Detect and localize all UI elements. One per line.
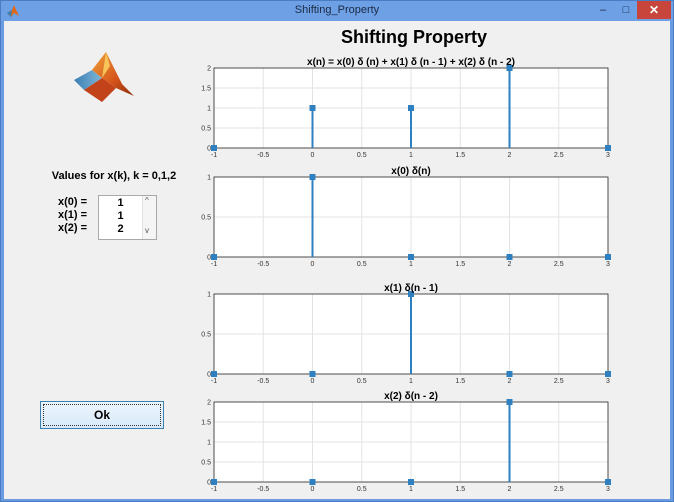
x1-value[interactable]: 1 <box>117 210 124 222</box>
plot-1-stem-marker <box>605 145 611 151</box>
plot-1-y-tick-label: 2 <box>207 66 211 73</box>
window-title: Shifting_Property <box>294 4 380 16</box>
plot-1-y-tick-label: 1.5 <box>201 86 211 93</box>
plot-1-x-tick-label: 3 <box>606 152 610 159</box>
plot-3-x-tick-label: 0 <box>311 378 315 385</box>
plot-1-y-tick-label: 1 <box>207 106 211 113</box>
matlab-logo-icon <box>74 52 134 102</box>
title-bar[interactable]: Shifting_Property – □ ✕ <box>1 1 673 21</box>
plot-1-y-tick-label: 0 <box>207 146 211 153</box>
x0-value[interactable]: 1 <box>117 197 124 209</box>
plot-4-x-tick-label: -1 <box>211 486 217 493</box>
plot-2-y-tick-label: 0.5 <box>201 215 211 222</box>
page-title: Shifting Property <box>340 27 487 47</box>
plot-1-title: x(n) = x(0) δ (n) + x(1) δ (n - 1) + x(2… <box>307 57 515 68</box>
x2-value[interactable]: 2 <box>117 223 124 235</box>
values-listbox[interactable]: 1 1 2 ^ v <box>98 195 157 240</box>
plot-3-x-tick-label: 1.5 <box>455 378 465 385</box>
plot-1-stem-marker <box>309 105 316 111</box>
plot-3-stem-marker <box>408 291 414 297</box>
plot-3-stem-marker <box>506 371 513 377</box>
plot-3-stem-marker <box>309 371 316 377</box>
plot-1-stem-marker <box>408 105 414 111</box>
minimize-button[interactable]: – <box>599 4 607 16</box>
figure-client-area: Values for x(k), k = 0,1,2 x(0) = x(1) =… <box>4 21 670 499</box>
plot-1-x-tick-label: 2.5 <box>554 152 564 159</box>
plot-1-y-tick-label: 0.5 <box>201 126 211 133</box>
plot-1-x-tick-label: 1 <box>409 152 413 159</box>
ok-button[interactable]: Ok <box>40 401 164 429</box>
plot-2-stem-marker <box>408 254 414 260</box>
maximize-button[interactable]: □ <box>622 4 630 16</box>
plot-4-y-tick-label: 0.5 <box>201 460 211 467</box>
plot-4-x-tick-label: 2 <box>508 486 512 493</box>
plot-4-y-tick-label: 1.5 <box>201 420 211 427</box>
x2-label: x(2) = <box>58 222 88 234</box>
plot-2-stem-marker <box>605 254 611 260</box>
plot-1-x-tick-label: 0.5 <box>357 152 367 159</box>
plot-4-stem-marker <box>506 399 513 405</box>
plot-2-title: x(0) δ(n) <box>391 166 430 177</box>
plot-1-stem-marker <box>211 145 217 151</box>
plot-2-x-tick-label: 3 <box>606 261 610 268</box>
plot-2-y-tick-label: 1 <box>207 175 211 182</box>
plot-1-x-tick-label: -0.5 <box>257 152 269 159</box>
plot-2-x-tick-label: 1 <box>409 261 413 268</box>
plot-3-x-tick-label: 3 <box>606 378 610 385</box>
plot-4-x-tick-label: 0.5 <box>357 486 367 493</box>
plot-2-y-tick-label: 0 <box>207 255 211 262</box>
plot-3-y-tick-label: 0.5 <box>201 332 211 339</box>
plot-4-y-tick-label: 2 <box>207 400 211 407</box>
plot-4-y-tick-label: 0 <box>207 480 211 487</box>
plot-1-x-tick-label: -1 <box>211 152 217 159</box>
plot-2-x-tick-label: -0.5 <box>257 261 269 268</box>
plot-2-stem-marker <box>309 174 316 180</box>
plot-4-x-tick-label: 1.5 <box>455 486 465 493</box>
plot-4-title: x(2) δ(n - 2) <box>384 391 438 402</box>
plot-3-y-tick-label: 1 <box>207 292 211 299</box>
plot-4-stem-marker <box>309 479 316 485</box>
matlab-logo-icon <box>7 5 19 17</box>
plot-1-x-tick-label: 2 <box>508 152 512 159</box>
plot-3-title: x(1) δ(n - 1) <box>384 283 438 294</box>
plot-2-x-tick-label: 0 <box>311 261 315 268</box>
plot-3-x-tick-label: 1 <box>409 378 413 385</box>
x1-label: x(1) = <box>58 209 88 221</box>
plot-2-x-tick-label: 2 <box>508 261 512 268</box>
plot-1-x-tick-label: 0 <box>311 152 315 159</box>
plot-3-x-tick-label: -1 <box>211 378 217 385</box>
plot-4-y-tick-label: 1 <box>207 440 211 447</box>
values-label: Values for x(k), k = 0,1,2 <box>51 170 177 182</box>
plot-1-stem-marker <box>506 65 513 71</box>
plot-4-stem-marker <box>605 479 611 485</box>
plot-2-x-tick-label: 2.5 <box>554 261 564 268</box>
plot-2-stem-marker <box>506 254 513 260</box>
plot-4-stem-marker <box>211 479 217 485</box>
plot-3-stem-marker <box>211 371 217 377</box>
scroll-down-icon[interactable]: v <box>145 226 149 235</box>
plot-3-x-tick-label: 2 <box>508 378 512 385</box>
plot-2-x-tick-label: 1.5 <box>455 261 465 268</box>
plot-4-x-tick-label: 2.5 <box>554 486 564 493</box>
plot-3-stem-marker <box>605 371 611 377</box>
plot-4-x-tick-label: 3 <box>606 486 610 493</box>
stem-plots: -1 -0.5 0 0.5 1 1.5 2 2.5 3 0 0.5 1 1.5 2 x(n) = x(0) … <box>201 57 611 493</box>
plot-4-x-tick-label: 1 <box>409 486 413 493</box>
plot-3-x-tick-label: -0.5 <box>257 378 269 385</box>
x0-label: x(0) = <box>58 196 88 208</box>
plot-3-x-tick-label: 2.5 <box>554 378 564 385</box>
plot-2-stem-marker <box>211 254 217 260</box>
plot-2-x-tick-label: -1 <box>211 261 217 268</box>
plot-2-x-tick-label: 0.5 <box>357 261 367 268</box>
plot-3-y-tick-label: 0 <box>207 372 211 379</box>
plot-4-x-tick-label: 0 <box>311 486 315 493</box>
plot-4-x-tick-label: -0.5 <box>257 486 269 493</box>
listbox-scrollbar[interactable]: ^ v <box>142 196 156 239</box>
scroll-up-icon[interactable]: ^ <box>145 196 149 205</box>
plot-4-stem-marker <box>408 479 414 485</box>
plot-3-x-tick-label: 0.5 <box>357 378 367 385</box>
plot-1-x-tick-label: 1.5 <box>455 152 465 159</box>
close-button[interactable]: ✕ <box>637 1 671 19</box>
